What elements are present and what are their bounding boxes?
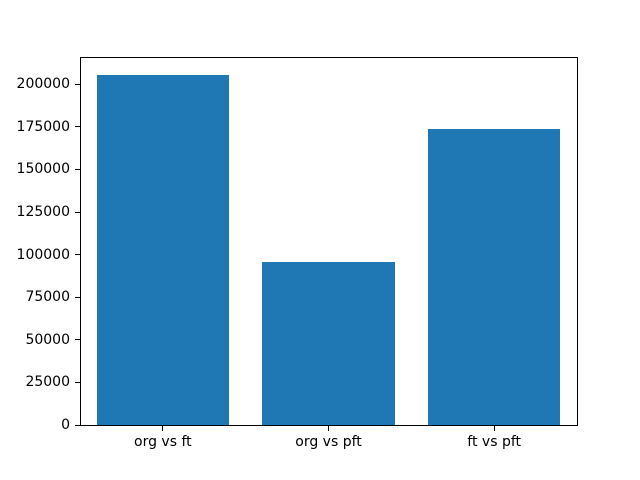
y-tick-label: 25000	[25, 374, 70, 391]
x-tick-mark	[328, 426, 329, 431]
x-tick-label: org vs ft	[134, 434, 192, 450]
y-tick-label: 150000	[16, 161, 70, 178]
y-tick-mark	[75, 168, 80, 170]
x-tick-label: org vs pft	[295, 434, 362, 450]
y-tick-mark	[75, 424, 80, 426]
y-tick-label: 50000	[25, 331, 70, 348]
x-tick-mark	[162, 426, 164, 431]
y-tick-label: 200000	[16, 76, 70, 93]
y-tick-mark	[75, 83, 80, 85]
y-tick-mark	[75, 296, 80, 298]
x-tick-label: ft vs pft	[467, 434, 522, 450]
y-tick-mark	[75, 339, 80, 341]
y-tick-label: 75000	[25, 289, 70, 306]
y-tick-label: 125000	[16, 204, 70, 221]
y-tick-mark	[75, 381, 80, 383]
bar-org-vs-pft	[262, 262, 395, 425]
y-tick-mark	[75, 126, 80, 128]
bar-org-vs-ft	[96, 74, 230, 425]
bar-ft-vs-pft	[427, 129, 561, 425]
y-tick-label: 175000	[16, 118, 70, 135]
y-tick-label: 100000	[16, 246, 70, 263]
y-tick-mark	[75, 254, 80, 256]
y-tick-label: 0	[61, 417, 70, 433]
x-tick-mark	[493, 426, 495, 431]
y-tick-mark	[75, 211, 80, 213]
